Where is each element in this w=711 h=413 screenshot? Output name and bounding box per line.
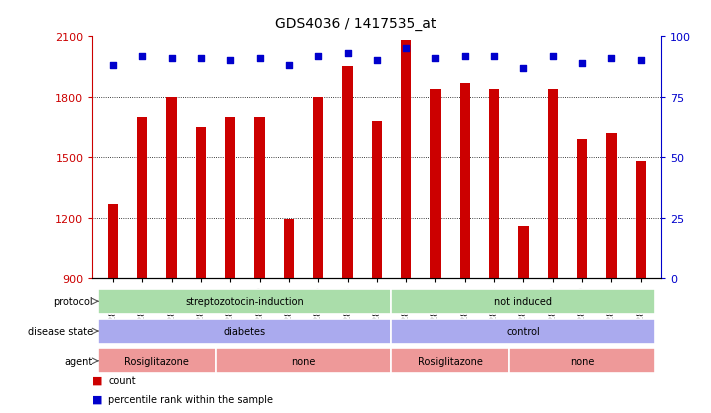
Point bbox=[488, 53, 500, 60]
Point bbox=[196, 56, 207, 62]
Text: not induced: not induced bbox=[494, 297, 552, 306]
Bar bbox=[606, 134, 616, 278]
Text: GDS4036 / 1417535_at: GDS4036 / 1417535_at bbox=[275, 17, 436, 31]
Point bbox=[635, 58, 646, 64]
Text: Rosiglitazone: Rosiglitazone bbox=[417, 356, 483, 366]
FancyBboxPatch shape bbox=[98, 349, 215, 373]
Bar bbox=[636, 162, 646, 278]
Point bbox=[577, 60, 588, 67]
Text: ■: ■ bbox=[92, 375, 103, 385]
Point bbox=[313, 53, 324, 60]
Bar bbox=[430, 90, 441, 278]
Text: protocol: protocol bbox=[53, 297, 93, 306]
Text: diabetes: diabetes bbox=[224, 326, 266, 336]
Bar bbox=[313, 97, 324, 278]
Text: streptozotocin-induction: streptozotocin-induction bbox=[186, 297, 304, 306]
Text: agent: agent bbox=[65, 356, 93, 366]
Bar bbox=[577, 140, 587, 278]
Bar bbox=[284, 219, 294, 278]
Point bbox=[283, 63, 294, 69]
Text: disease state: disease state bbox=[28, 326, 93, 336]
Point bbox=[459, 53, 471, 60]
Point bbox=[137, 53, 148, 60]
Text: Rosiglitazone: Rosiglitazone bbox=[124, 356, 189, 366]
Bar bbox=[547, 90, 558, 278]
Point bbox=[518, 65, 529, 72]
FancyBboxPatch shape bbox=[509, 349, 656, 373]
Point bbox=[606, 56, 617, 62]
Point bbox=[225, 58, 236, 64]
Text: percentile rank within the sample: percentile rank within the sample bbox=[108, 394, 273, 404]
Bar bbox=[459, 83, 470, 278]
Text: count: count bbox=[108, 375, 136, 385]
Point bbox=[547, 53, 558, 60]
Point bbox=[371, 58, 383, 64]
Bar bbox=[255, 118, 264, 278]
FancyBboxPatch shape bbox=[392, 289, 656, 314]
Bar bbox=[401, 41, 411, 278]
Bar bbox=[137, 118, 147, 278]
Bar bbox=[372, 121, 382, 278]
Bar bbox=[108, 205, 118, 278]
Point bbox=[166, 56, 177, 62]
FancyBboxPatch shape bbox=[215, 349, 392, 373]
Bar bbox=[225, 118, 235, 278]
Text: ■: ■ bbox=[92, 394, 103, 404]
Bar bbox=[489, 90, 499, 278]
FancyBboxPatch shape bbox=[392, 349, 509, 373]
Bar bbox=[196, 128, 206, 278]
Bar bbox=[166, 97, 177, 278]
Text: none: none bbox=[292, 356, 316, 366]
Point bbox=[342, 51, 353, 57]
Point bbox=[254, 56, 265, 62]
FancyBboxPatch shape bbox=[392, 319, 656, 344]
Text: control: control bbox=[506, 326, 540, 336]
Point bbox=[400, 46, 412, 52]
Bar bbox=[343, 67, 353, 278]
Point bbox=[429, 56, 441, 62]
FancyBboxPatch shape bbox=[98, 319, 392, 344]
FancyBboxPatch shape bbox=[98, 289, 392, 314]
Bar bbox=[518, 226, 528, 278]
Point bbox=[107, 63, 119, 69]
Text: none: none bbox=[570, 356, 594, 366]
